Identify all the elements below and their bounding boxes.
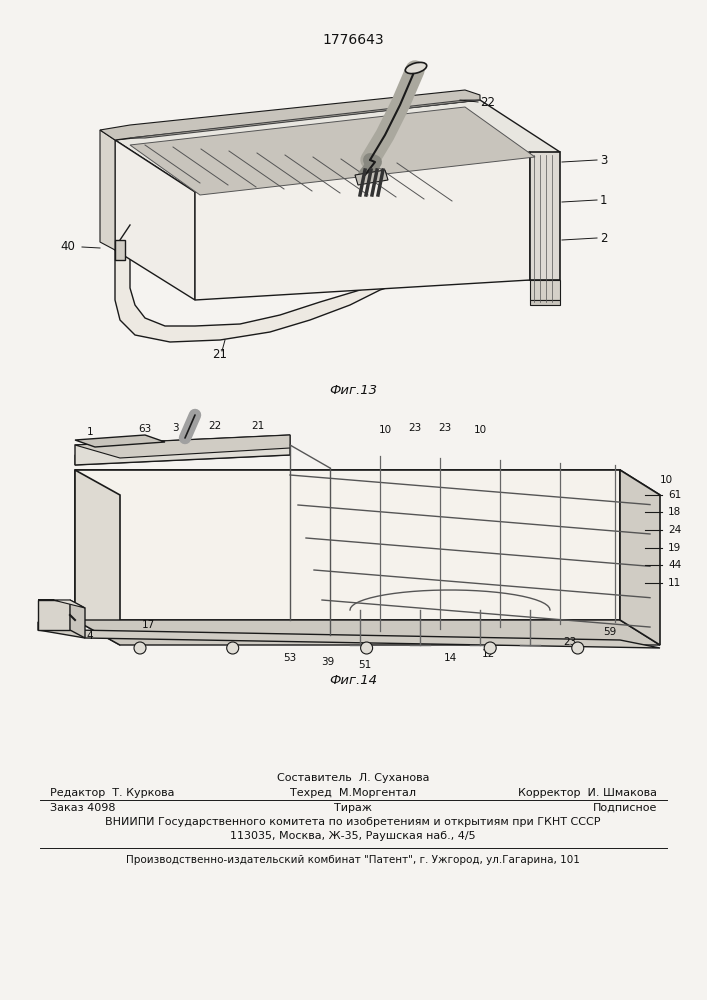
Polygon shape xyxy=(530,300,560,305)
Polygon shape xyxy=(70,600,85,638)
Circle shape xyxy=(572,642,584,654)
Polygon shape xyxy=(115,240,125,260)
Polygon shape xyxy=(115,100,560,192)
Text: Заказ 4098: Заказ 4098 xyxy=(50,803,115,813)
Text: 113035, Москва, Ж-35, Раушская наб., 4/5: 113035, Москва, Ж-35, Раушская наб., 4/5 xyxy=(230,831,476,841)
Text: 1776643: 1776643 xyxy=(322,33,384,47)
Text: 2: 2 xyxy=(600,232,607,244)
Text: Составитель  Л. Суханова: Составитель Л. Суханова xyxy=(276,773,429,783)
Polygon shape xyxy=(75,435,165,447)
Polygon shape xyxy=(100,90,480,140)
Text: 59: 59 xyxy=(603,627,617,637)
Text: 3: 3 xyxy=(600,153,607,166)
Text: ВНИИПИ Государственного комитета по изобретениям и открытиям при ГКНТ СССР: ВНИИПИ Государственного комитета по изоб… xyxy=(105,817,601,827)
Polygon shape xyxy=(75,470,120,645)
Polygon shape xyxy=(75,435,290,465)
Text: 18: 18 xyxy=(668,507,682,517)
Text: 21: 21 xyxy=(213,349,228,361)
Text: 40: 40 xyxy=(61,240,76,253)
Polygon shape xyxy=(38,600,70,630)
Text: 10: 10 xyxy=(474,425,486,435)
Polygon shape xyxy=(130,100,480,138)
Text: Подписное: Подписное xyxy=(592,803,657,813)
Polygon shape xyxy=(100,130,115,250)
Polygon shape xyxy=(75,620,660,645)
Text: 17: 17 xyxy=(141,620,155,630)
Text: 19: 19 xyxy=(668,543,682,553)
Polygon shape xyxy=(75,445,290,465)
Text: 24: 24 xyxy=(668,525,682,535)
Text: 22: 22 xyxy=(209,421,221,431)
Circle shape xyxy=(227,642,239,654)
Text: 23: 23 xyxy=(563,637,577,647)
Polygon shape xyxy=(75,435,290,458)
Text: 61: 61 xyxy=(668,490,682,500)
Text: 44: 44 xyxy=(668,560,682,570)
Text: 39: 39 xyxy=(322,657,334,667)
Polygon shape xyxy=(38,622,660,648)
Polygon shape xyxy=(355,170,388,185)
Text: 1: 1 xyxy=(87,427,93,437)
Text: 63: 63 xyxy=(139,424,151,434)
Text: 11: 11 xyxy=(668,578,682,588)
Ellipse shape xyxy=(405,62,427,74)
Text: Тираж: Тираж xyxy=(334,803,372,813)
Circle shape xyxy=(484,642,496,654)
Text: Производственно-издательский комбинат "Патент", г. Ужгород, ул.Гагарина, 101: Производственно-издательский комбинат "П… xyxy=(126,855,580,865)
Polygon shape xyxy=(195,152,530,300)
Text: 51: 51 xyxy=(358,660,372,670)
Polygon shape xyxy=(130,107,535,195)
Polygon shape xyxy=(530,152,560,280)
Text: 10: 10 xyxy=(378,425,392,435)
Text: 22: 22 xyxy=(480,96,495,108)
Polygon shape xyxy=(75,470,660,495)
Text: 14: 14 xyxy=(443,653,457,663)
Text: 12: 12 xyxy=(481,649,495,659)
Text: Редактор  Т. Куркова: Редактор Т. Куркова xyxy=(50,788,175,798)
Polygon shape xyxy=(115,250,530,342)
Text: 3: 3 xyxy=(172,423,178,433)
Text: 4: 4 xyxy=(87,631,93,641)
Text: Фиг.13: Фиг.13 xyxy=(329,383,377,396)
Text: Корректор  И. Шмакова: Корректор И. Шмакова xyxy=(518,788,657,798)
Text: 10: 10 xyxy=(660,475,673,485)
Text: Фиг.14: Фиг.14 xyxy=(329,674,377,686)
Text: Техред  М.Моргентал: Техред М.Моргентал xyxy=(290,788,416,798)
Polygon shape xyxy=(530,280,560,300)
Polygon shape xyxy=(115,140,195,300)
Polygon shape xyxy=(620,470,660,645)
Polygon shape xyxy=(38,600,85,608)
Text: 1: 1 xyxy=(600,194,607,207)
Text: 23: 23 xyxy=(409,423,421,433)
Text: 23: 23 xyxy=(438,423,452,433)
Polygon shape xyxy=(75,470,620,620)
Text: 53: 53 xyxy=(284,653,297,663)
Circle shape xyxy=(361,642,373,654)
Circle shape xyxy=(134,642,146,654)
Text: 21: 21 xyxy=(252,421,264,431)
